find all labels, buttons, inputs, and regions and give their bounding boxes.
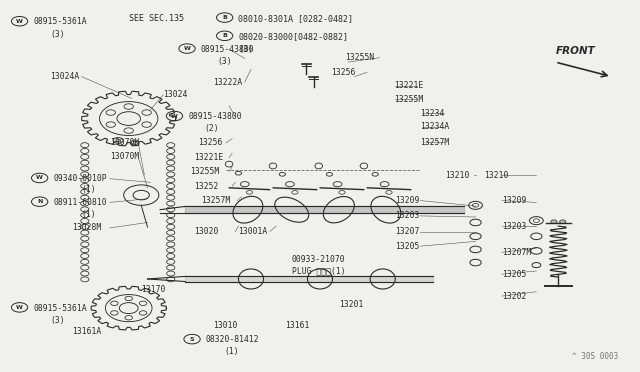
Text: 13210: 13210: [445, 171, 470, 180]
Text: 13070M: 13070M: [110, 153, 139, 161]
Text: W: W: [36, 176, 43, 180]
Text: 13024A: 13024A: [51, 72, 79, 81]
Text: 08020-83000[0482-0882]: 08020-83000[0482-0882]: [239, 32, 348, 41]
Text: 09340-0010P: 09340-0010P: [54, 174, 107, 183]
Text: W: W: [184, 46, 191, 51]
Text: 13205: 13205: [502, 270, 526, 279]
Circle shape: [559, 220, 566, 224]
Text: 13001A: 13001A: [239, 227, 268, 236]
Text: 13209: 13209: [396, 196, 420, 205]
Text: 13205: 13205: [396, 242, 420, 251]
Text: 08010-8301A [0282-0482]: 08010-8301A [0282-0482]: [239, 14, 353, 23]
Text: 13207: 13207: [396, 227, 420, 236]
Text: 13201: 13201: [339, 300, 363, 309]
Text: 13255M: 13255M: [394, 95, 423, 104]
Text: 13234: 13234: [420, 109, 445, 118]
Text: 00933-21070: 00933-21070: [292, 255, 346, 264]
Text: 13024: 13024: [163, 90, 188, 99]
Text: B: B: [222, 15, 227, 20]
Text: 08320-81412: 08320-81412: [206, 335, 259, 344]
Text: (1): (1): [82, 210, 96, 219]
Text: 08915-43800: 08915-43800: [188, 112, 242, 121]
Text: 13257M: 13257M: [420, 138, 450, 147]
Text: 13221E: 13221E: [195, 153, 224, 162]
Text: B: B: [222, 33, 227, 38]
Text: (3): (3): [218, 57, 232, 66]
Text: 13070H: 13070H: [110, 138, 139, 147]
Text: W: W: [16, 19, 23, 24]
Text: 08915-5361A: 08915-5361A: [33, 304, 87, 312]
Text: 13203: 13203: [502, 222, 526, 231]
Text: 13221E: 13221E: [394, 81, 423, 90]
Text: W: W: [16, 305, 23, 310]
Text: FRONT: FRONT: [556, 46, 596, 56]
Text: 13161A: 13161A: [72, 327, 102, 336]
Text: 13010: 13010: [213, 321, 237, 330]
Text: N: N: [37, 199, 42, 204]
Text: 08915-5361A: 08915-5361A: [33, 17, 87, 26]
Text: 13020: 13020: [195, 227, 219, 236]
Text: 13161: 13161: [285, 321, 310, 330]
Text: 13209: 13209: [502, 196, 526, 205]
Text: 13222A: 13222A: [213, 78, 243, 87]
Text: (3): (3): [239, 45, 253, 54]
Text: W: W: [171, 113, 178, 119]
Text: ^ 30S 0003: ^ 30S 0003: [572, 352, 618, 361]
Text: 13203: 13203: [396, 211, 420, 220]
Text: PLUG プラグ(1): PLUG プラグ(1): [292, 266, 346, 275]
Text: (2): (2): [204, 124, 219, 133]
Text: (1): (1): [225, 347, 239, 356]
Text: 13255N: 13255N: [345, 53, 374, 62]
Text: (3): (3): [51, 30, 65, 39]
Text: S: S: [189, 337, 195, 341]
Text: 13256: 13256: [332, 68, 356, 77]
Text: (3): (3): [51, 316, 65, 325]
Text: 13252: 13252: [195, 182, 219, 190]
Text: 13028M: 13028M: [72, 224, 102, 232]
Text: 13234A: 13234A: [420, 122, 450, 131]
Text: 13202: 13202: [502, 292, 526, 301]
Text: 13210: 13210: [484, 171, 509, 180]
Text: 13255M: 13255M: [190, 167, 220, 176]
Text: 13256: 13256: [198, 138, 222, 147]
Text: 13257M: 13257M: [201, 196, 230, 205]
Circle shape: [551, 220, 557, 224]
Text: 08915-43800: 08915-43800: [201, 45, 255, 54]
Text: (1): (1): [82, 185, 96, 194]
Text: 13170: 13170: [141, 285, 166, 294]
Text: 08911-60810: 08911-60810: [54, 198, 107, 207]
Text: SEE SEC.135: SEE SEC.135: [129, 14, 184, 23]
Text: 13207M: 13207M: [502, 248, 531, 257]
